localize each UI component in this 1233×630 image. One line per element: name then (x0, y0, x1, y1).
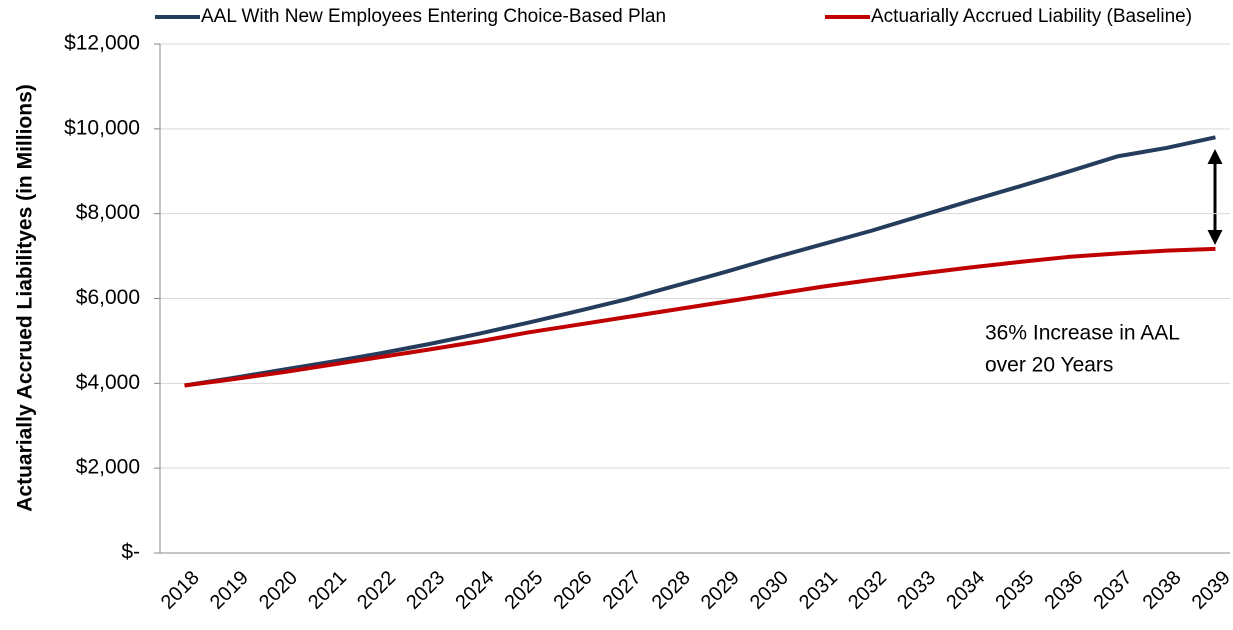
x-tick-label: 2025 (500, 567, 547, 614)
annotation: over 20 Years (985, 354, 1113, 377)
series-line (184, 246, 1216, 388)
x-tick-label: 2037 (1090, 567, 1137, 614)
x-tick-label: 2026 (550, 567, 597, 614)
x-tick-label: 2028 (648, 567, 695, 614)
x-tick-label: 2019 (206, 567, 253, 614)
x-tick-label: 2034 (942, 567, 989, 614)
y-tick-label: $8,000 (76, 201, 140, 224)
x-tick-label: 2039 (1188, 567, 1233, 614)
x-tick-label: 2031 (795, 567, 842, 614)
y-tick-label: $2,000 (76, 456, 140, 479)
y-tick-label: $12,000 (64, 32, 140, 55)
x-tick-label: 2033 (893, 567, 940, 614)
y-tick-label: $10,000 (64, 116, 140, 139)
x-tick-label: 2035 (991, 567, 1038, 614)
x-tick-label: 2038 (1139, 567, 1186, 614)
x-tick-label: 2023 (402, 567, 449, 614)
x-tick-label: 2029 (697, 567, 744, 614)
legend-label: Actuarially Accrued Liability (Baseline) (871, 6, 1192, 27)
x-tick-label: 2032 (844, 567, 891, 614)
y-axis-label: Actuarially Accrued Liabilityes (in Mill… (14, 84, 37, 512)
annotation: 36% Increase in AAL (985, 322, 1180, 345)
x-tick-label: 2018 (157, 567, 204, 614)
y-tick-label: $6,000 (76, 286, 140, 309)
x-tick-label: 2024 (451, 567, 498, 614)
x-tick-label: 2036 (1040, 567, 1087, 614)
x-tick-label: 2027 (599, 567, 646, 614)
y-tick-label: $4,000 (76, 371, 140, 394)
series-line (184, 135, 1216, 388)
x-tick-label: 2021 (304, 567, 351, 614)
x-tick-label: 2020 (255, 567, 302, 614)
legend-label: AAL With New Employees Entering Choice-B… (201, 6, 666, 27)
x-tick-label: 2030 (746, 567, 793, 614)
x-tick-label: 2022 (353, 567, 400, 614)
y-tick-label: $- (121, 541, 140, 564)
